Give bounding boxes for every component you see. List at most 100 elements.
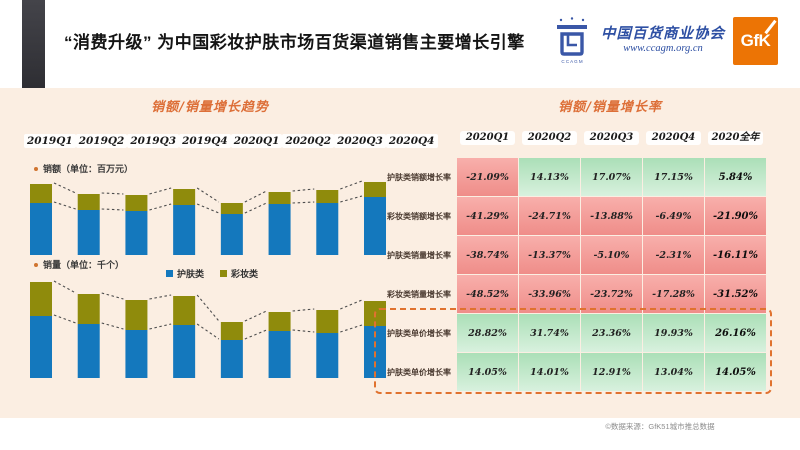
table-row-label: 护肤类单价增长率 bbox=[387, 367, 451, 377]
amount-unit-label: 销额（单位：百万元） bbox=[43, 164, 134, 174]
table-cell: -48.52% bbox=[457, 275, 518, 313]
volume-stacked-bar-chart bbox=[30, 280, 386, 378]
trend-dashed-line bbox=[149, 187, 172, 195]
bar-segment-makeup bbox=[77, 294, 100, 324]
trend-dashed-line bbox=[292, 329, 315, 333]
legend-item: 彩妆类 bbox=[220, 267, 258, 280]
table-cell: -41.29% bbox=[457, 197, 518, 235]
table-cell: 26.16% bbox=[705, 314, 766, 352]
table-cell: -24.71% bbox=[519, 197, 580, 235]
bar-segment-skincare bbox=[268, 331, 291, 378]
legend-swatch-icon bbox=[166, 270, 173, 277]
table-cell: 28.82% bbox=[457, 314, 518, 352]
table-cell: 14.05% bbox=[457, 353, 518, 391]
table-row-label: 彩妆类销额增长率 bbox=[387, 211, 451, 221]
bar-segment-skincare bbox=[316, 333, 339, 378]
bar-segment-makeup bbox=[268, 312, 291, 331]
gfk-logo-text: GfK bbox=[740, 31, 771, 50]
trend-dashed-line bbox=[244, 329, 267, 340]
svg-text:C C A G M: C C A G M bbox=[561, 59, 583, 64]
table-cell: -13.37% bbox=[519, 236, 580, 274]
quarter-label: 2019Q4 bbox=[179, 134, 231, 148]
bar-segment-makeup bbox=[173, 189, 196, 205]
trend-dashed-line bbox=[53, 182, 76, 194]
volume-chart-svg bbox=[30, 280, 386, 378]
growth-table-body: 护肤类销额增长率 -21.09% 14.13% 17.07% 17.15% 5.84% 彩妆… bbox=[380, 158, 766, 391]
table-cell: 19.93% bbox=[643, 314, 704, 352]
bar-segment-skincare bbox=[173, 205, 196, 255]
legend-item: 护肤类 bbox=[166, 267, 204, 280]
bar-segment-skincare bbox=[125, 330, 148, 378]
bar-segment-makeup bbox=[316, 190, 339, 203]
table-column-header: 2020Q3 bbox=[584, 131, 639, 145]
bar-segment-makeup bbox=[220, 322, 243, 340]
trend-dashed-line bbox=[292, 308, 315, 312]
left-section-title: 销额/销量增长趋势 bbox=[151, 100, 269, 115]
table-cell: 5.84% bbox=[705, 158, 766, 196]
trend-dashed-line bbox=[53, 201, 76, 210]
table-cell: 17.15% bbox=[643, 158, 704, 196]
bar-segment-skincare bbox=[173, 325, 196, 378]
table-row-label: 护肤类销额增长率 bbox=[387, 172, 451, 182]
table-cell: 14.05% bbox=[705, 353, 766, 391]
bar-segment-makeup bbox=[125, 195, 148, 211]
table-cell: -13.88% bbox=[581, 197, 642, 235]
table-cell: -33.96% bbox=[519, 275, 580, 313]
volume-unit-label: 销量（单位：千个） bbox=[43, 260, 125, 270]
trend-dashed-line bbox=[101, 322, 124, 330]
trend-dashed-line bbox=[244, 310, 267, 322]
table-column-header: 2020Q4 bbox=[646, 131, 701, 145]
table-cell: -5.10% bbox=[581, 236, 642, 274]
legend-label: 彩妆类 bbox=[231, 269, 259, 279]
trend-dashed-line bbox=[149, 203, 172, 211]
bar-segment-makeup bbox=[268, 192, 291, 204]
table-cell: -23.72% bbox=[581, 275, 642, 313]
quarter-label: 2020Q2 bbox=[282, 134, 335, 148]
quarter-label: 2020Q4 bbox=[385, 134, 438, 148]
quarter-label: 2020Q1 bbox=[230, 134, 283, 148]
trend-dashed-line bbox=[149, 323, 172, 330]
bar-segment-skincare bbox=[77, 210, 100, 255]
table-cell: 12.91% bbox=[581, 353, 642, 391]
trend-dashed-line bbox=[340, 195, 363, 203]
logo-group: C C A G M 中国百货商业协会 www.ccagm.org.cn GfK bbox=[551, 16, 778, 66]
table-cell: 14.01% bbox=[519, 353, 580, 391]
gfk-logo-slash bbox=[764, 19, 777, 35]
accent-bar bbox=[22, 0, 45, 88]
table-cell: 23.36% bbox=[581, 314, 642, 352]
trend-dashed-line bbox=[244, 202, 267, 214]
association-name: 中国百货商业协会 bbox=[601, 26, 725, 42]
table-cell: 14.13% bbox=[519, 158, 580, 196]
amount-unit-label-row: 销额（单位：百万元） bbox=[34, 162, 133, 175]
table-cell: 17.07% bbox=[581, 158, 642, 196]
bar-segment-skincare bbox=[30, 316, 52, 378]
table-cell: -38.74% bbox=[457, 236, 518, 274]
bar-segment-makeup bbox=[364, 182, 386, 197]
bar-segment-makeup bbox=[30, 282, 52, 316]
quarter-label: 2019Q1 bbox=[24, 134, 76, 148]
bar-segment-skincare bbox=[268, 204, 291, 255]
data-source-footnote: ©数据来源：GfK51城市推总数据 bbox=[605, 422, 715, 431]
table-cell: -6.49% bbox=[643, 197, 704, 235]
trend-dashed-line bbox=[340, 324, 363, 333]
trend-dashed-line bbox=[101, 192, 124, 195]
legend-swatch-icon bbox=[220, 270, 228, 277]
table-cell: -21.09% bbox=[457, 158, 518, 196]
table-row-label: 彩妆类销量增长率 bbox=[387, 289, 451, 299]
trend-dashed-line bbox=[340, 299, 363, 310]
table-cell: 13.04% bbox=[643, 353, 704, 391]
association-url: www.ccagm.org.cn bbox=[623, 43, 703, 55]
trend-dashed-line bbox=[196, 294, 220, 322]
table-column-header: 2020Q1 bbox=[460, 131, 515, 145]
growth-table-header: 2020Q1 2020Q2 2020Q3 2020Q4 2020全年 bbox=[380, 131, 766, 145]
table-column-header: 2020全年 bbox=[708, 131, 763, 145]
table-column-header: 2020Q2 bbox=[522, 131, 577, 145]
bullet-dot-icon bbox=[34, 262, 38, 267]
table-cell: -21.90% bbox=[705, 197, 766, 235]
volume-unit-label-row: 销量（单位：千个） bbox=[34, 258, 124, 271]
trend-dashed-line bbox=[292, 188, 315, 192]
association-emblem-icon: C C A G M bbox=[551, 16, 593, 66]
trend-dashed-line bbox=[196, 203, 220, 214]
trend-dashed-line bbox=[196, 187, 220, 203]
association-text: 中国百货商业协会 www.ccagm.org.cn bbox=[601, 26, 725, 56]
